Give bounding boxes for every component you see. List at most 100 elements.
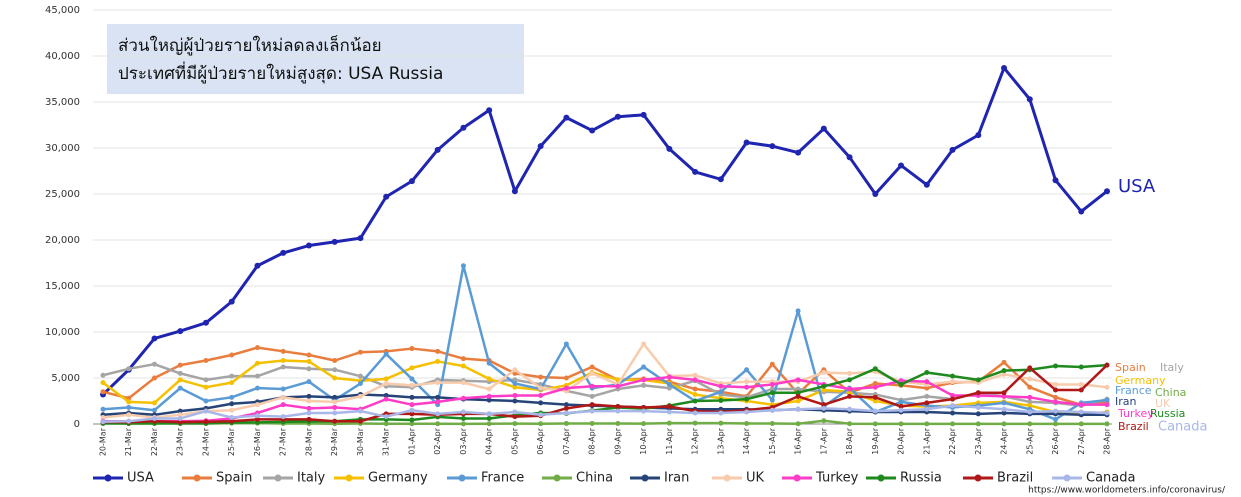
marker	[769, 397, 775, 403]
legend-marker	[974, 474, 982, 482]
marker	[769, 390, 775, 396]
marker	[486, 376, 492, 382]
series-line	[103, 364, 1108, 424]
marker	[460, 395, 466, 401]
marker	[486, 411, 492, 417]
x-tick-label: 28-Mar	[304, 427, 313, 456]
marker	[280, 348, 286, 354]
marker	[1078, 409, 1084, 415]
marker	[872, 421, 878, 427]
marker	[924, 379, 930, 385]
marker	[306, 405, 312, 411]
marker	[898, 378, 904, 384]
marker	[795, 390, 801, 396]
marker	[409, 421, 415, 427]
marker	[1104, 421, 1110, 427]
marker	[1027, 365, 1033, 371]
marker	[769, 407, 775, 413]
x-tick-label: 26-Mar	[253, 427, 262, 456]
marker	[1104, 397, 1110, 403]
marker	[409, 402, 415, 408]
marker	[486, 107, 493, 114]
marker	[460, 380, 466, 386]
marker	[305, 242, 312, 249]
legend-label: Iran	[664, 471, 689, 486]
marker	[435, 348, 441, 354]
x-tick-label: 20-Mar	[99, 427, 108, 456]
marker	[306, 398, 312, 404]
marker	[126, 399, 132, 405]
marker	[821, 405, 827, 411]
marker	[177, 377, 183, 383]
legend-marker	[274, 474, 282, 482]
marker	[203, 398, 209, 404]
marker	[126, 404, 132, 410]
marker	[538, 400, 544, 406]
marker	[975, 421, 981, 427]
end-label: Italy	[1160, 361, 1184, 374]
x-tick-label: 24-Apr	[1000, 427, 1009, 454]
marker	[847, 406, 853, 412]
marker	[1053, 399, 1059, 405]
marker	[795, 406, 801, 412]
marker	[203, 408, 209, 414]
marker	[512, 409, 518, 415]
marker	[177, 419, 183, 425]
marker	[847, 421, 853, 427]
marker	[177, 385, 183, 391]
marker	[666, 420, 672, 426]
marker	[641, 382, 647, 388]
source: https://www.worldometers.info/coronaviru…	[1028, 486, 1226, 496]
marker	[795, 398, 801, 404]
marker	[1001, 371, 1007, 377]
marker	[280, 249, 287, 256]
marker	[1001, 368, 1007, 374]
marker	[203, 384, 209, 390]
marker	[641, 377, 647, 383]
marker	[795, 386, 801, 392]
marker	[692, 392, 698, 398]
y-tick-label: 5,000	[51, 373, 80, 384]
x-tick-label: 06-Apr	[536, 427, 545, 454]
legend-label: Italy	[297, 471, 326, 486]
marker	[924, 406, 930, 412]
legend-marker	[458, 474, 466, 482]
marker	[924, 400, 930, 406]
marker	[1104, 384, 1110, 390]
marker	[1104, 410, 1110, 416]
y-tick-label: 10,000	[45, 327, 80, 338]
annotation-box	[107, 24, 524, 94]
marker	[254, 385, 260, 391]
marker	[486, 360, 492, 366]
marker	[615, 408, 621, 414]
marker	[950, 421, 956, 427]
legend-marker	[345, 474, 353, 482]
end-label: Turkey	[1117, 407, 1154, 420]
series-line	[102, 404, 1108, 423]
marker	[306, 379, 312, 385]
marker	[641, 341, 647, 347]
marker	[1104, 402, 1110, 408]
marker	[692, 377, 698, 383]
x-tick-label: 07-Apr	[562, 427, 571, 454]
marker	[460, 124, 467, 131]
marker	[975, 390, 981, 396]
marker	[512, 398, 518, 404]
marker	[254, 416, 260, 422]
marker	[511, 188, 518, 195]
marker	[718, 398, 724, 404]
marker	[100, 372, 106, 378]
marker	[898, 162, 905, 169]
marker	[280, 394, 286, 400]
marker	[229, 352, 235, 358]
marker	[1053, 408, 1059, 414]
marker	[1027, 403, 1033, 409]
marker	[306, 352, 312, 358]
marker	[769, 143, 776, 150]
marker	[409, 411, 415, 417]
end-label: Canada	[1158, 420, 1207, 435]
marker	[641, 364, 647, 370]
end-label: Spain	[1115, 361, 1146, 374]
marker	[126, 412, 132, 418]
marker	[486, 397, 492, 403]
